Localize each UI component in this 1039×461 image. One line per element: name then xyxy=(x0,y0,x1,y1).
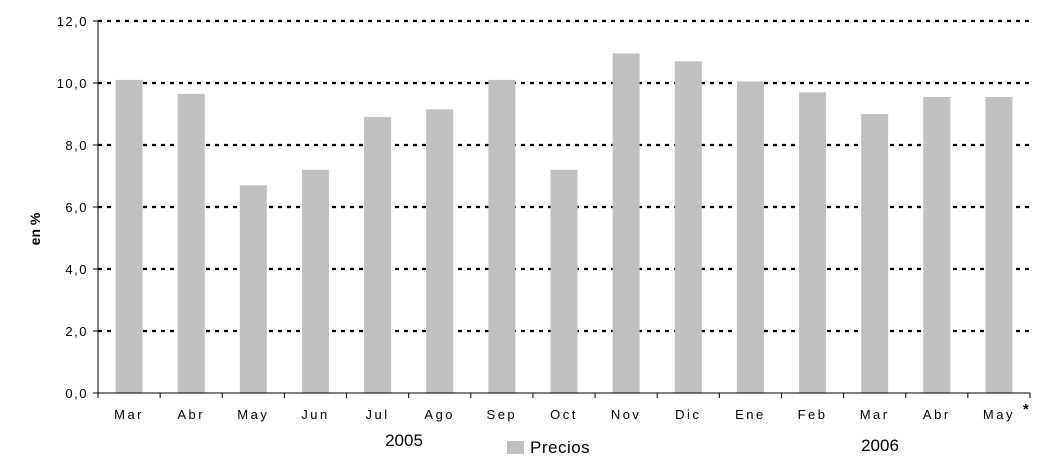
x-tick-label: Abr xyxy=(177,407,205,422)
bar xyxy=(799,92,827,394)
bar xyxy=(177,93,205,393)
y-tick-label: 10,0 xyxy=(57,76,88,91)
legend-swatch-precios xyxy=(507,441,524,454)
x-tick-label: Jul xyxy=(366,407,390,422)
x-tick-label: Mar xyxy=(114,407,144,422)
x-tick-label: Mar xyxy=(860,407,890,422)
x-tick-label: Ago xyxy=(424,407,455,422)
bar xyxy=(239,185,267,393)
legend: Precios xyxy=(507,438,590,457)
x-tick-label: Jun xyxy=(301,407,329,422)
y-tick-label: 4,0 xyxy=(65,262,88,277)
x-tick-label: May xyxy=(237,407,269,422)
bar xyxy=(861,114,889,393)
x-tick-label: Feb xyxy=(798,407,828,422)
footnote-asterisk: * xyxy=(1023,401,1029,418)
bar xyxy=(115,79,143,394)
x-tick-label: Sep xyxy=(487,407,518,422)
y-tick-label: 8,0 xyxy=(65,138,88,153)
bar xyxy=(736,81,764,393)
x-tick-label: Oct xyxy=(550,407,578,422)
year-label-2005: 2005 xyxy=(385,431,423,450)
bar xyxy=(364,117,392,393)
x-tick-label: Abr xyxy=(923,407,951,422)
bar xyxy=(301,169,329,393)
labels: en % 2005 2006 xyxy=(27,212,899,455)
x-tick-label: May xyxy=(983,407,1015,422)
x-tick-label: Ene xyxy=(735,407,766,422)
bar xyxy=(426,109,454,393)
y-tick-label: 6,0 xyxy=(65,200,88,215)
year-label-2006: 2006 xyxy=(861,436,899,455)
y-tick-label: 0,0 xyxy=(65,386,88,401)
axes: 0,0 2,0 4,0 6,0 8,0 10,0 12,0 Mar Abr May Jun Jul Ag… xyxy=(57,14,1031,422)
bar xyxy=(612,53,640,394)
x-tick-label: Dic xyxy=(675,407,701,422)
bar xyxy=(923,96,951,393)
bars xyxy=(115,53,1013,394)
bar xyxy=(488,79,516,394)
y-axis-label: en % xyxy=(27,212,43,245)
y-tick-label: 2,0 xyxy=(65,324,88,339)
bar xyxy=(985,96,1013,393)
bar xyxy=(674,61,702,394)
legend-label-precios: Precios xyxy=(530,438,590,456)
x-tick-label: Nov xyxy=(611,407,642,422)
bar xyxy=(550,169,578,393)
y-tick-label: 12,0 xyxy=(57,14,88,29)
